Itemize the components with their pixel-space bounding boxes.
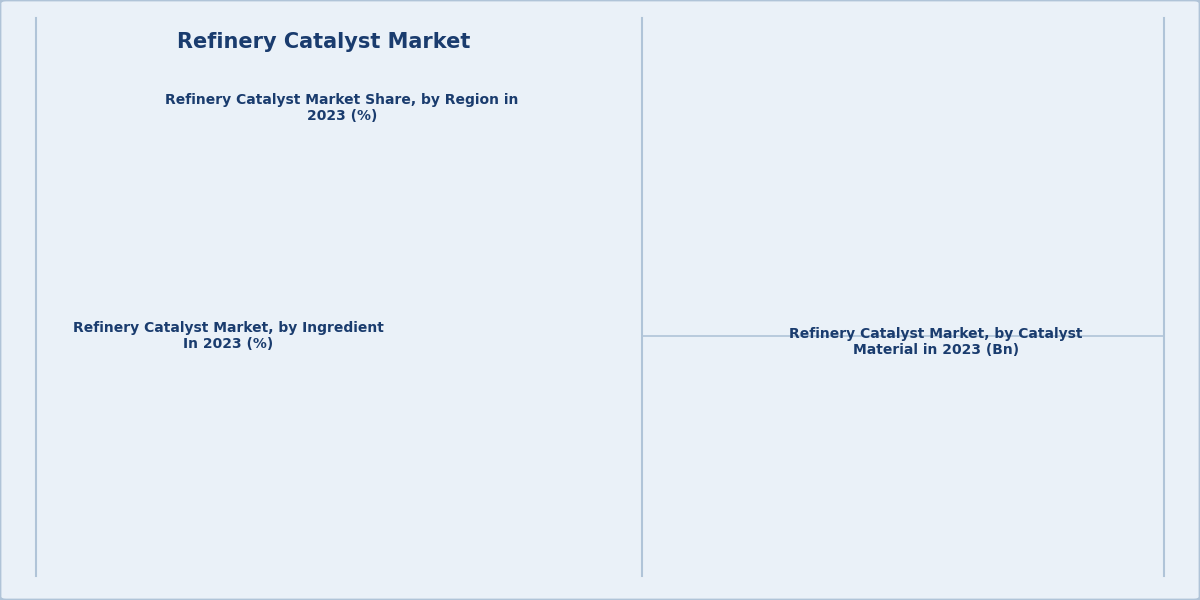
Wedge shape bbox=[186, 468, 272, 564]
Legend: Zeolites, Metals: Zeolites, Metals bbox=[367, 442, 457, 509]
Legend: North America, Asia-Pacific, Europe, Middle East and Africa, South America: North America, Asia-Pacific, Europe, Mid… bbox=[78, 279, 379, 345]
Text: Refinery Catalyst Market
Size: Refinery Catalyst Market Size bbox=[790, 60, 1022, 99]
Text: USD 4.37: USD 4.37 bbox=[730, 206, 830, 226]
Bar bbox=[720, 521, 871, 555]
Bar bbox=[490, 192, 540, 228]
Text: Refinery Catalyst Market, by Catalyst
Material in 2023 (Bn): Refinery Catalyst Market, by Catalyst Ma… bbox=[790, 327, 1082, 357]
Text: 2023: 2023 bbox=[757, 141, 803, 159]
Text: Refinery Catalyst Market Share, by Region in
2023 (%): Refinery Catalyst Market Share, by Regio… bbox=[166, 93, 518, 123]
Text: Billion: Billion bbox=[964, 275, 1013, 289]
Bar bbox=[96, 192, 238, 228]
Text: USD 5.41: USD 5.41 bbox=[966, 206, 1067, 226]
Bar bbox=[398, 192, 490, 228]
Wedge shape bbox=[216, 372, 312, 545]
Text: Market Size in: Market Size in bbox=[796, 275, 898, 289]
Wedge shape bbox=[120, 372, 216, 559]
Bar bbox=[540, 192, 600, 228]
Text: Refinery Catalyst Market: Refinery Catalyst Market bbox=[178, 32, 470, 52]
Bar bbox=[720, 445, 1031, 479]
Bar bbox=[720, 369, 989, 403]
Text: Refinery Catalyst Market, by Ingredient
In 2023 (%): Refinery Catalyst Market, by Ingredient … bbox=[72, 321, 384, 351]
Bar bbox=[238, 192, 398, 228]
Text: 2030: 2030 bbox=[994, 141, 1040, 159]
